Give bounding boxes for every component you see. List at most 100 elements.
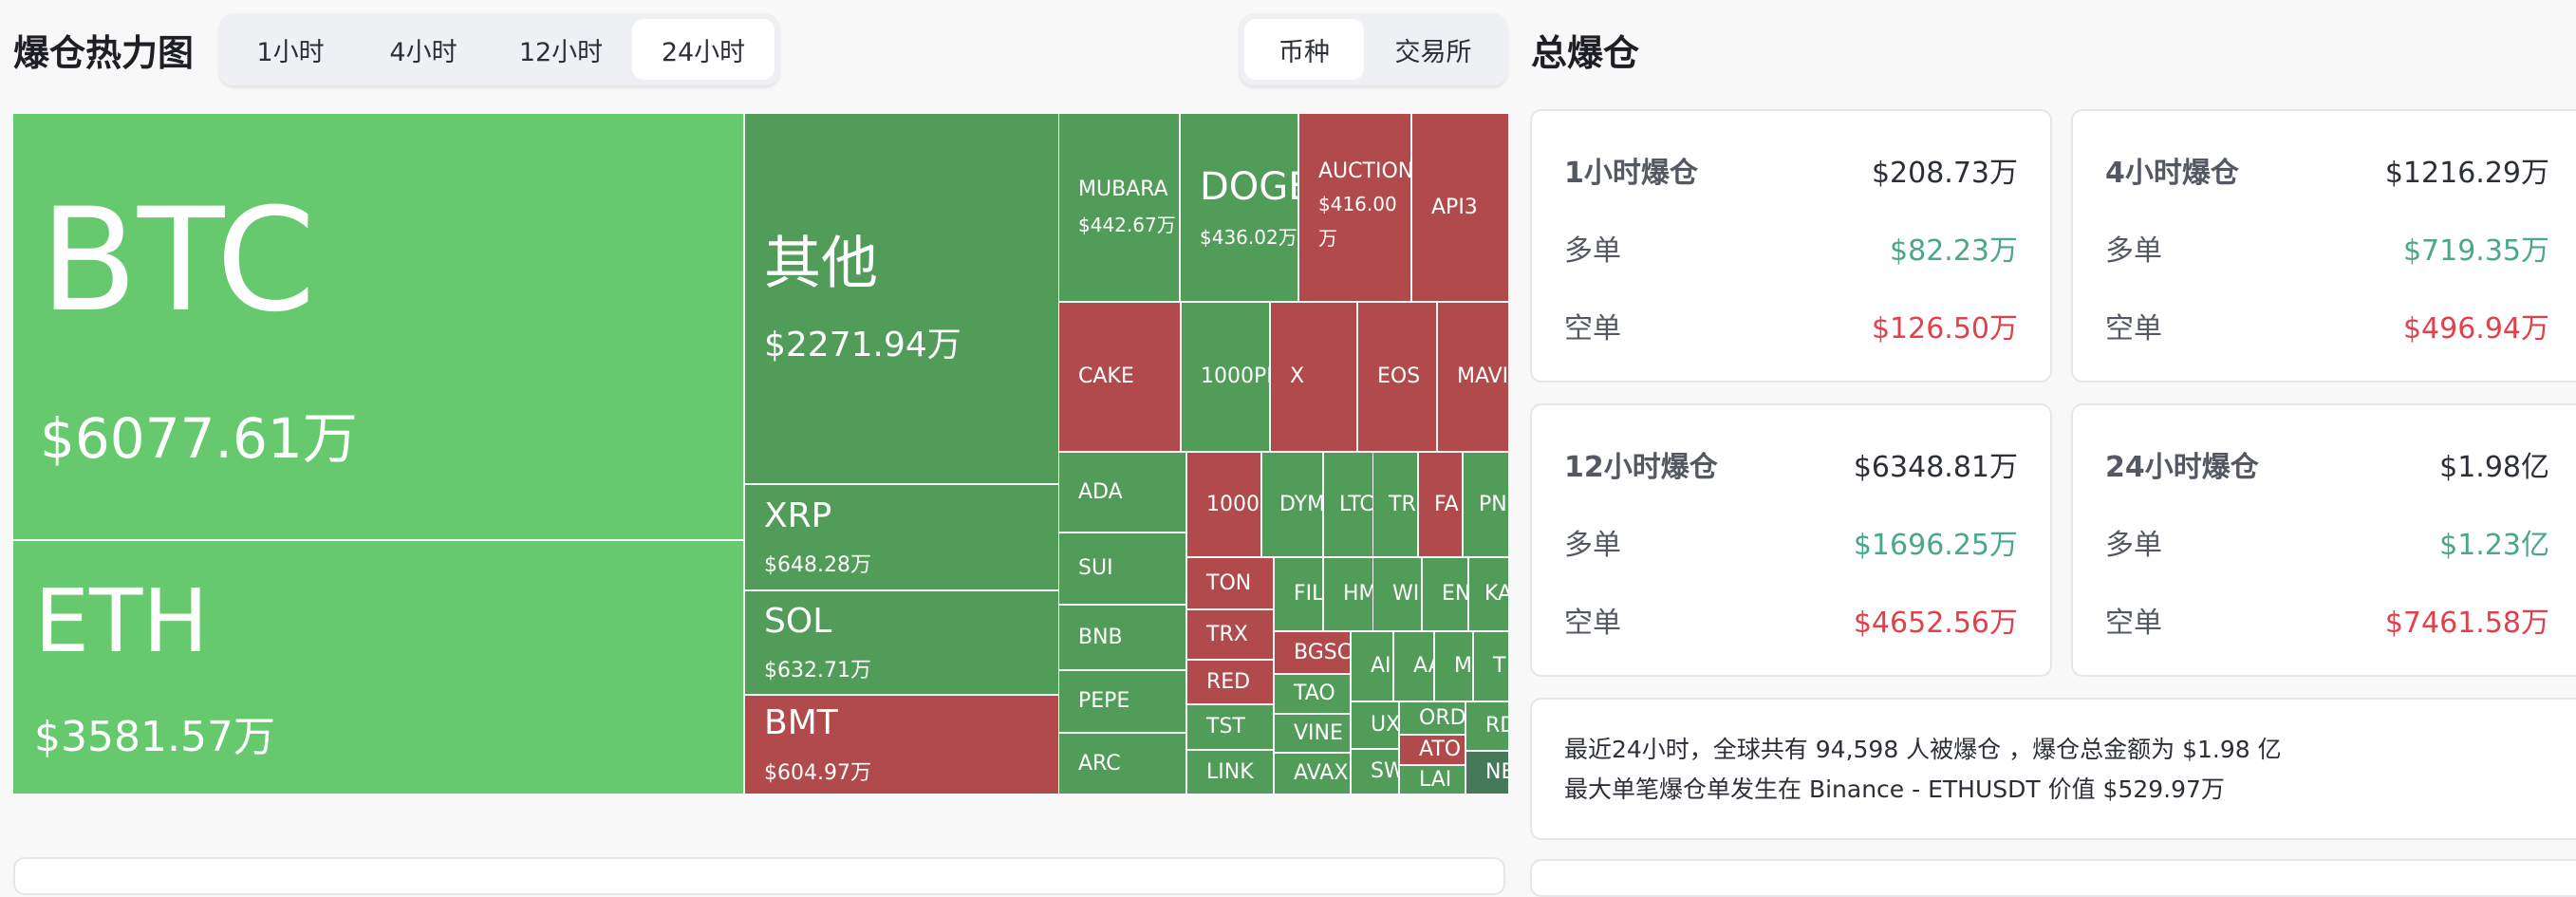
- treemap-tile-ne[interactable]: NE: [1466, 752, 1508, 794]
- treemap-tile-ada[interactable]: ADA: [1059, 453, 1185, 532]
- tile-symbol: AVAX: [1294, 761, 1349, 786]
- tile-symbol: LINK: [1206, 759, 1254, 784]
- treemap-tile-eth[interactable]: ETH $3581.57万: [13, 541, 743, 794]
- treemap-tile-ato[interactable]: ATO: [1400, 736, 1465, 764]
- treemap-tile-bmt[interactable]: BMT $604.97万: [745, 696, 1058, 794]
- card-12h: 12小时爆仓 $6348.81万 多单 $1696.25万 空单 $4652.56万: [1530, 403, 2052, 677]
- tile-symbol: X: [1290, 364, 1305, 389]
- treemap-tile-fil[interactable]: FIL: [1275, 558, 1322, 630]
- treemap-tile-en[interactable]: EN: [1423, 558, 1467, 630]
- tile-symbol: AUCTION: [1318, 159, 1410, 183]
- treemap-tile-dym[interactable]: DYM: [1262, 453, 1322, 556]
- treemap-tile-bnb[interactable]: BNB: [1059, 606, 1185, 669]
- tile-symbol: TST: [1206, 715, 1245, 739]
- treemap-tile-m[interactable]: M: [1435, 632, 1472, 701]
- treemap-tile-link[interactable]: LINK: [1187, 751, 1273, 794]
- treemap-tile-cake[interactable]: CAKE: [1059, 303, 1180, 451]
- tile-symbol: AA: [1413, 654, 1433, 679]
- treemap-tile-ka[interactable]: KA: [1469, 558, 1508, 630]
- treemap-tile-fa[interactable]: FA: [1419, 453, 1462, 556]
- treemap-tile-ltc[interactable]: LTC: [1324, 453, 1372, 556]
- tile-symbol: LTC: [1339, 492, 1372, 516]
- tab-12h[interactable]: 12小时: [518, 37, 604, 67]
- treemap-tile-ton[interactable]: TON: [1187, 558, 1273, 608]
- card-4h: 4小时爆仓 $1216.29万 多单 $719.35万 空单 $496.94万: [2071, 109, 2576, 383]
- treemap-tile-sw[interactable]: SW: [1352, 750, 1398, 794]
- treemap-tile-api3[interactable]: API3: [1412, 114, 1508, 301]
- treemap-tile-tst[interactable]: TST: [1187, 705, 1273, 749]
- tile-value: $604.97万: [764, 760, 871, 785]
- treemap-tile-ux[interactable]: UX: [1352, 702, 1398, 748]
- treemap-tile-sui[interactable]: SUI: [1059, 533, 1185, 604]
- tile-value: $3581.57万: [34, 712, 275, 761]
- treemap-tile-tao[interactable]: TAO: [1275, 675, 1350, 713]
- treemap-tile-btc[interactable]: BTC $6077.61万: [13, 114, 743, 539]
- card-period-label: 24小时爆仓: [2105, 451, 2259, 484]
- tile-symbol: BNB: [1078, 625, 1123, 649]
- tile-symbol: PN: [1479, 492, 1507, 516]
- tile-symbol: TRX: [1206, 622, 1248, 646]
- treemap-tile-eos[interactable]: EOS: [1358, 303, 1436, 451]
- treemap-tile-1000x[interactable]: 1000X: [1187, 453, 1260, 556]
- tab-24h[interactable]: 24小时: [632, 19, 775, 80]
- card-24h: 24小时爆仓 $1.98亿 多单 $1.23亿 空单 $7461.58万: [2071, 403, 2576, 677]
- tile-symbol: MAVI: [1457, 364, 1508, 389]
- treemap-tile-avax[interactable]: AVAX: [1275, 754, 1350, 794]
- long-label: 多单: [2105, 234, 2162, 268]
- tile-symbol: HM: [1343, 582, 1372, 607]
- tile-value: $6077.61万: [40, 405, 358, 471]
- treemap-tile-t[interactable]: T: [1474, 632, 1508, 701]
- treemap-tile-doge[interactable]: DOGE $436.02万: [1181, 114, 1297, 301]
- card-total-value: $208.73万: [1871, 157, 2018, 190]
- treemap-tile-1000pe[interactable]: 1000PE: [1182, 303, 1269, 451]
- treemap-tile-mavi[interactable]: MAVI: [1438, 303, 1508, 451]
- tile-symbol: VINE: [1294, 720, 1343, 745]
- tile-symbol: TON: [1206, 570, 1252, 595]
- treemap-tile-vine[interactable]: VINE: [1275, 715, 1350, 752]
- tile-symbol: KA: [1484, 582, 1508, 607]
- heatmap-title: 爆仓热力图: [13, 32, 195, 74]
- treemap-tile-ord[interactable]: ORD: [1400, 702, 1465, 734]
- short-value: $126.50万: [1871, 312, 2018, 346]
- card-period-label: 1小时爆仓: [1564, 157, 1698, 190]
- card-period-label: 12小时爆仓: [1564, 451, 1718, 484]
- tile-symbol: SOL: [764, 601, 832, 641]
- treemap-tile-trx[interactable]: TRX: [1187, 610, 1273, 659]
- treemap-tile-其他[interactable]: 其他 $2271.94万: [745, 114, 1058, 483]
- summary-line-2: 最大单笔爆仓单发生在 Binance - ETHUSDT 价值 $529.97万: [1564, 776, 2225, 803]
- treemap-tile-auction[interactable]: AUCTION $416.00万: [1299, 114, 1410, 301]
- time-range-tabs: 1小时 4小时 12小时 24小时: [218, 13, 780, 85]
- treemap-tile-pepe[interactable]: PEPE: [1059, 671, 1185, 732]
- tab-1h[interactable]: 1小时: [256, 37, 325, 67]
- tab-exchange[interactable]: 交易所: [1394, 37, 1472, 67]
- short-value: $4652.56万: [1853, 607, 2018, 640]
- tab-4h[interactable]: 4小时: [389, 37, 457, 67]
- treemap-tile-mubara[interactable]: MUBARA $442.67万: [1059, 114, 1179, 301]
- treemap-tile-bgsc[interactable]: BGSC: [1275, 632, 1350, 673]
- tile-symbol: BGSC: [1294, 640, 1350, 664]
- treemap-tile-aa[interactable]: AA: [1394, 632, 1433, 701]
- tile-symbol: ORD: [1419, 705, 1465, 730]
- short-label: 空单: [1564, 607, 1621, 640]
- tile-symbol: EN: [1442, 582, 1467, 607]
- treemap-tile-red[interactable]: RED: [1187, 661, 1273, 703]
- tile-symbol: 其他: [764, 230, 878, 297]
- treemap-tile-wi[interactable]: WI: [1373, 558, 1421, 630]
- treemap-tile-sol[interactable]: SOL $632.71万: [745, 591, 1058, 694]
- treemap-tile-pn[interactable]: PN: [1464, 453, 1508, 556]
- treemap-tile-tr[interactable]: TR: [1373, 453, 1417, 556]
- treemap-tile-rd[interactable]: RD: [1466, 702, 1508, 750]
- treemap-tile-lai[interactable]: LAI: [1400, 766, 1465, 794]
- treemap-tile-x[interactable]: X: [1271, 303, 1356, 451]
- treemap-tile-hm[interactable]: HM: [1324, 558, 1372, 630]
- card-total-value: $6348.81万: [1853, 451, 2018, 484]
- treemap-tile-arc[interactable]: ARC: [1059, 734, 1185, 794]
- treemap-tile-xrp[interactable]: XRP $648.28万: [745, 485, 1058, 589]
- tile-symbol: BTC: [40, 178, 316, 345]
- tile-symbol: LAI: [1419, 767, 1452, 792]
- tile-symbol: DOGE: [1200, 165, 1297, 209]
- tile-symbol: 1000PE: [1201, 364, 1269, 389]
- short-value: $496.94万: [2402, 312, 2549, 346]
- tab-coin[interactable]: 币种: [1244, 19, 1364, 80]
- treemap-tile-ai[interactable]: AI: [1352, 632, 1392, 701]
